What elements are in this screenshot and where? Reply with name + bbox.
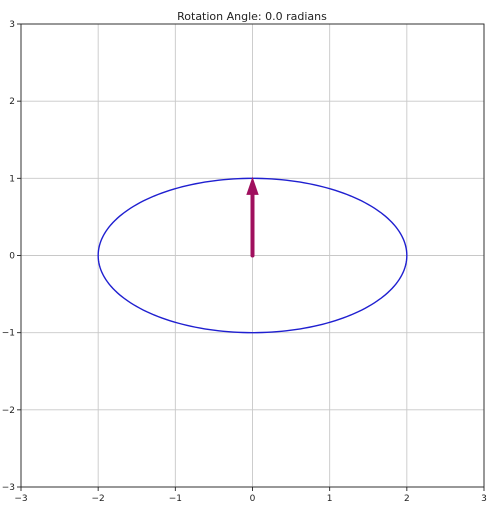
- x-tick-label-0: −3: [14, 494, 27, 504]
- x-tick-label-2: −1: [169, 494, 182, 504]
- x-tick-label-1: −2: [92, 494, 105, 504]
- y-tick-label-2: −1: [2, 329, 15, 339]
- y-tick-label-1: −2: [2, 406, 15, 416]
- y-tick-label-3: 0: [9, 252, 15, 262]
- y-tick-label-6: 3: [9, 20, 15, 30]
- arrow-head: [246, 176, 259, 195]
- chart-title: Rotation Angle: 0.0 radians: [177, 10, 327, 23]
- y-tick-label-5: 2: [9, 97, 15, 107]
- plot-area: −3 −2 −1 0 1 2 3 −3 −2 −1 0 1 2 3: [2, 20, 487, 504]
- x-tick-label-3: 0: [250, 494, 256, 504]
- y-tick-label-4: 1: [9, 174, 15, 184]
- x-tick-label-6: 3: [481, 494, 487, 504]
- x-tick-label-5: 2: [404, 494, 410, 504]
- ellipse-curve: [97, 177, 408, 334]
- y-tick-label-0: −3: [2, 483, 15, 493]
- x-tick-label-4: 1: [327, 494, 333, 504]
